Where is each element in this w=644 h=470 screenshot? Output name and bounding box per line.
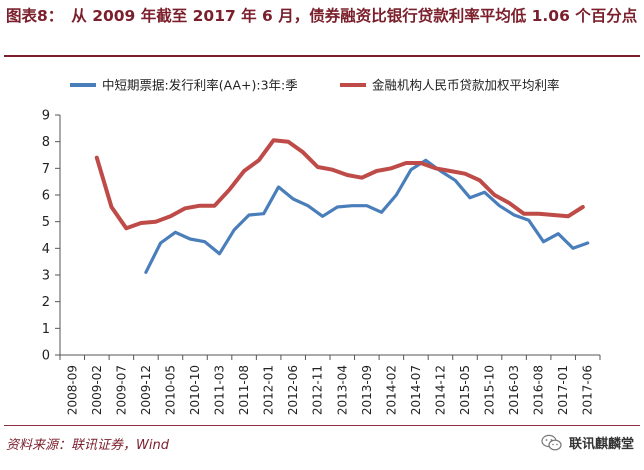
x-tick-label: 2010-10 <box>188 365 202 415</box>
x-tick-label: 2010-05 <box>163 365 177 415</box>
x-tick-label: 2014-12 <box>433 365 447 415</box>
brand-watermark: 联讯麒麟堂 <box>541 433 634 452</box>
y-tick-label: 7 <box>42 162 50 177</box>
y-tick-label: 5 <box>42 215 50 230</box>
x-tick-label: 2012-06 <box>286 365 300 415</box>
footer-divider <box>4 425 640 426</box>
y-tick-label: 1 <box>42 322 50 337</box>
y-tick-label: 4 <box>42 242 50 257</box>
wechat-icon <box>541 434 562 450</box>
x-tick-label: 2014-07 <box>409 365 423 415</box>
x-tick-label: 2014-02 <box>384 365 398 415</box>
legend-label-1: 中短期票据:发行利率(AA+):3年:季 <box>102 78 298 93</box>
x-tick-label: 2011-08 <box>237 365 251 415</box>
source-note: 资料来源：联讯证券，Wind <box>6 438 169 453</box>
y-tick-label: 2 <box>42 295 50 310</box>
chart-legend: 中短期票据:发行利率(AA+):3年:季 金融机构人民币贷款加权平均利率 <box>70 78 560 93</box>
x-tick-label: 2017-06 <box>581 365 595 415</box>
figure-title-text: 从 2009 年截至 2017 年 6 月，债券融资比银行贷款利率平均低 1.0… <box>71 7 638 25</box>
y-tick-label: 6 <box>42 189 50 204</box>
x-tick-label: 2013-04 <box>335 365 349 415</box>
y-tick-label: 9 <box>42 109 50 124</box>
x-tick-label: 2015-05 <box>458 365 472 415</box>
x-tick-label: 2009-02 <box>90 365 104 415</box>
series-line-2 <box>94 138 585 231</box>
figure-title: 图表8： 从 2009 年截至 2017 年 6 月，债券融资比银行贷款利率平均低… <box>6 4 638 29</box>
brand-name: 联讯麒麟堂 <box>568 437 634 452</box>
figure-number: 图表8： <box>6 7 64 25</box>
x-tick-label: 2015-10 <box>483 365 497 415</box>
y-tick-label: 0 <box>42 349 50 364</box>
x-tick-label: 2009-07 <box>114 365 128 415</box>
series-line-1 <box>144 158 590 274</box>
x-tick-label: 2012-01 <box>262 365 276 415</box>
x-tick-label: 2011-03 <box>213 365 227 415</box>
x-tick-label: 2008-09 <box>65 365 79 415</box>
x-tick-label: 2013-09 <box>360 365 374 415</box>
y-axis: 0 1 2 3 4 5 6 7 8 9 <box>42 109 61 364</box>
x-tick-label: 2012-11 <box>311 365 325 415</box>
legend-label-2: 金融机构人民币贷款加权平均利率 <box>372 78 560 93</box>
chart-series <box>94 138 590 274</box>
y-tick-label: 3 <box>42 269 50 284</box>
x-tick-label: 2016-03 <box>507 365 521 415</box>
y-tick-label: 8 <box>42 135 50 150</box>
x-tick-label: 2016-08 <box>532 365 546 415</box>
x-axis: 2008-09 2009-02 2009-07 2009-12 2010-05 2010-… <box>59 354 601 415</box>
header-divider <box>4 55 640 57</box>
x-tick-label: 2009-12 <box>139 365 153 415</box>
x-tick-label: 2017-01 <box>556 365 570 415</box>
